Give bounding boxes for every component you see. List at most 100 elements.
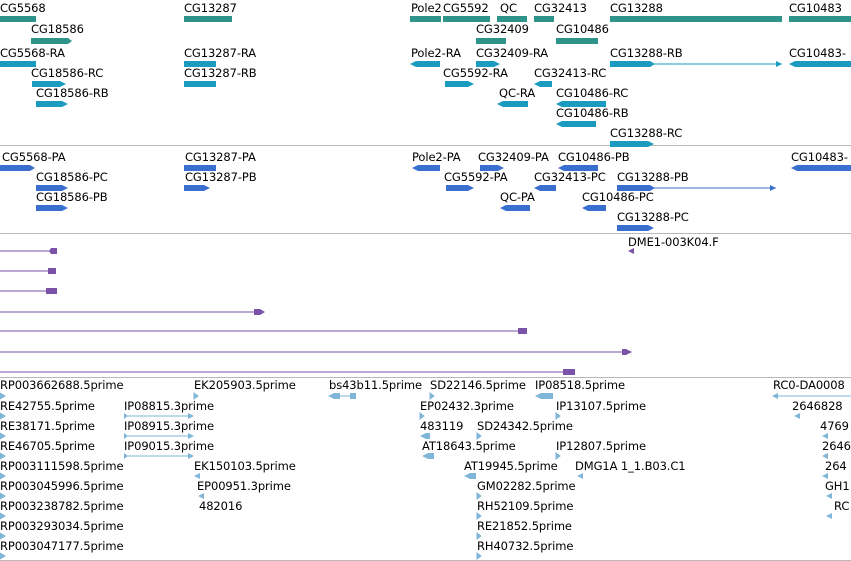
est-label[interactable]: RP003111598.5prime bbox=[0, 459, 124, 473]
est-label[interactable]: RC0-DA0008 bbox=[773, 378, 845, 392]
protein-label[interactable]: CG18586-PB bbox=[36, 190, 108, 204]
est-label[interactable]: RP003293034.5prime bbox=[0, 519, 124, 533]
transcript-label[interactable]: CG10483- bbox=[789, 46, 846, 60]
est-feature bbox=[826, 513, 832, 519]
gene-label[interactable]: CG18586 bbox=[31, 22, 84, 36]
est-label[interactable]: RP003662688.5prime bbox=[0, 378, 124, 392]
protein-label[interactable]: CG10486-PB bbox=[558, 150, 630, 164]
est-label[interactable]: 483119 bbox=[420, 419, 464, 433]
est-label[interactable]: RE46705.5prime bbox=[0, 439, 95, 453]
transcript-label[interactable]: CG18586-RB bbox=[36, 86, 109, 100]
transcript-label[interactable]: CG13287-RA bbox=[184, 46, 257, 60]
est-label[interactable]: GH1 bbox=[825, 479, 850, 493]
protein-label[interactable]: CG5592-PA bbox=[444, 170, 508, 184]
protein-feature bbox=[534, 185, 556, 191]
protein-label[interactable]: CG32409-PA bbox=[478, 150, 549, 164]
protein-label[interactable]: CG10486-PC bbox=[582, 190, 654, 204]
transcript-feature bbox=[184, 81, 216, 87]
est-label[interactable]: EP00951.3prime bbox=[197, 479, 291, 493]
est-label[interactable]: 482016 bbox=[199, 499, 243, 513]
est-feature bbox=[429, 392, 435, 400]
est-feature bbox=[0, 532, 6, 540]
est-label[interactable]: RP003238782.5prime bbox=[0, 499, 124, 513]
gene-label[interactable]: Pole2 bbox=[411, 1, 442, 15]
est-label[interactable]: RH40732.5prime bbox=[477, 539, 574, 553]
transcript-label[interactable]: CG5592-RA bbox=[443, 66, 508, 80]
est-label[interactable]: 2646828 bbox=[792, 399, 843, 413]
est-label[interactable]: IP12807.5prime bbox=[556, 439, 646, 453]
protein-label[interactable]: CG18586-PC bbox=[36, 170, 108, 184]
protein-label[interactable]: CG32413-PC bbox=[534, 170, 606, 184]
protein-label[interactable]: QC-PA bbox=[500, 190, 535, 204]
est-label[interactable]: AT18643.5prime bbox=[422, 439, 516, 453]
est-feature bbox=[420, 433, 430, 439]
est-label[interactable]: IP08518.5prime bbox=[535, 378, 625, 392]
est-label[interactable]: RP003047177.5prime bbox=[0, 539, 124, 553]
gene-label[interactable]: CG13288 bbox=[610, 1, 663, 15]
est-label[interactable]: EP02432.3prime bbox=[420, 399, 514, 413]
transcript-label[interactable]: CG13288-RC bbox=[610, 126, 683, 140]
est-label[interactable]: IP08815.3prime bbox=[124, 399, 214, 413]
gene-label[interactable]: QC bbox=[500, 1, 517, 15]
est-label[interactable]: SD24342.5prime bbox=[477, 419, 573, 433]
cdna-track-glyphs bbox=[0, 248, 634, 375]
est-feature bbox=[188, 433, 194, 439]
protein-feature bbox=[184, 165, 216, 171]
transcript-label[interactable]: CG13287-RB bbox=[184, 66, 257, 80]
est-label[interactable]: EK205903.5prime bbox=[194, 378, 296, 392]
protein-label[interactable]: CG13287-PA bbox=[185, 150, 256, 164]
est-feature bbox=[577, 473, 583, 479]
transcript-label[interactable]: QC-RA bbox=[499, 86, 536, 100]
est-label[interactable]: AT19945.5prime bbox=[464, 459, 558, 473]
est-label[interactable]: IP09015.3prime bbox=[124, 439, 214, 453]
gene-label[interactable]: CG32413 bbox=[534, 1, 587, 15]
est-label[interactable]: RE21852.5prime bbox=[477, 519, 572, 533]
gene-feature bbox=[184, 16, 232, 22]
est-label[interactable]: EK150103.5prime bbox=[194, 459, 296, 473]
est-label[interactable]: IP08915.3prime bbox=[124, 419, 214, 433]
est-label[interactable]: RP003045996.5prime bbox=[0, 479, 124, 493]
est-feature bbox=[535, 393, 553, 399]
gene-feature bbox=[610, 16, 782, 22]
est-label[interactable]: 4769 bbox=[820, 419, 849, 433]
est-label[interactable]: bs43b11.5prime bbox=[329, 378, 422, 392]
protein-feature bbox=[500, 205, 530, 211]
transcript-label[interactable]: CG10486-RC bbox=[556, 86, 629, 100]
est-label[interactable]: RC bbox=[834, 499, 850, 513]
transcript-label[interactable]: CG5568-RA bbox=[0, 46, 65, 60]
transcript-label[interactable]: Pole2-RA bbox=[411, 46, 461, 60]
gene-label[interactable]: CG13287 bbox=[184, 1, 237, 15]
est-label[interactable]: GM02282.5prime bbox=[477, 479, 576, 493]
protein-feature bbox=[184, 185, 210, 191]
transcript-label[interactable]: CG32413-RC bbox=[534, 66, 607, 80]
transcript-track-glyphs bbox=[0, 61, 851, 147]
gene-label[interactable]: CG10483 bbox=[789, 1, 842, 15]
gene-label[interactable]: CG5592 bbox=[443, 1, 489, 15]
gene-label[interactable]: CG32409 bbox=[476, 22, 529, 36]
est-label[interactable]: DMG1A 1_1.B03.C1 bbox=[575, 459, 686, 473]
est-label[interactable]: IP13107.5prime bbox=[556, 399, 646, 413]
est-label[interactable]: RE42755.5prime bbox=[0, 399, 95, 413]
protein-label[interactable]: CG10483- bbox=[791, 150, 848, 164]
cdna-label[interactable]: DME1-003K04.F bbox=[628, 235, 719, 249]
transcript-feature bbox=[610, 61, 655, 67]
protein-label[interactable]: CG5568-PA bbox=[2, 150, 66, 164]
est-label[interactable]: RE38171.5prime bbox=[0, 419, 95, 433]
protein-label[interactable]: CG13288-PC bbox=[617, 210, 689, 224]
transcript-label[interactable]: CG32409-RA bbox=[476, 46, 549, 60]
gene-label[interactable]: CG5568 bbox=[0, 1, 46, 15]
transcript-label[interactable]: CG18586-RC bbox=[31, 66, 104, 80]
protein-label[interactable]: Pole2-PA bbox=[412, 150, 461, 164]
protein-label[interactable]: CG13287-PB bbox=[185, 170, 257, 184]
est-label[interactable]: 2646 bbox=[822, 439, 851, 453]
est-label[interactable]: RH52109.5prime bbox=[477, 499, 574, 513]
cdna-feature bbox=[622, 349, 632, 355]
est-label[interactable]: SD22146.5prime bbox=[430, 378, 526, 392]
gene-label[interactable]: CG10486 bbox=[556, 22, 609, 36]
transcript-label[interactable]: CG13288-RB bbox=[610, 46, 683, 60]
protein-label[interactable]: CG13288-PB bbox=[617, 170, 689, 184]
est-label[interactable]: 264 bbox=[825, 459, 847, 473]
transcript-label[interactable]: CG10486-RB bbox=[556, 106, 629, 120]
transcript-feature bbox=[610, 141, 654, 147]
